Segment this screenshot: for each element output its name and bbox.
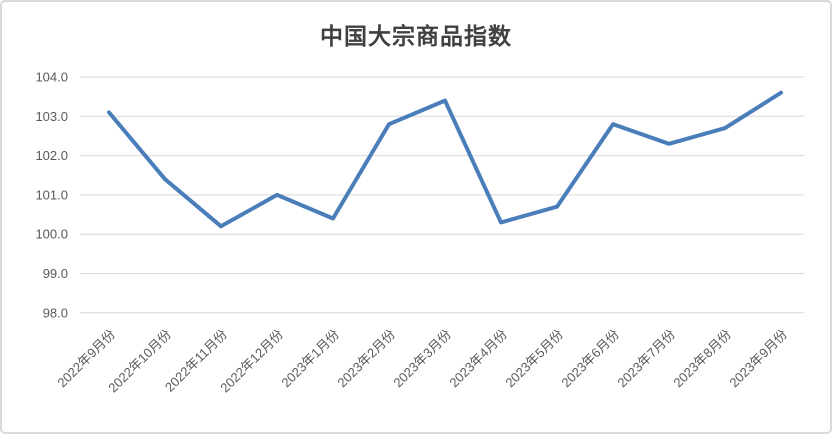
x-axis-tick-label: 2023年7月份 (614, 327, 678, 391)
x-axis-tick-label: 2023年3月份 (390, 327, 454, 391)
y-axis-tick-label: 100.0 (35, 227, 68, 242)
y-axis-tick-label: 104.0 (35, 70, 68, 85)
chart-title: 中国大宗商品指数 (320, 24, 512, 49)
y-axis-tick-label: 103.0 (35, 109, 68, 124)
x-axis-tick-label: 2023年1月份 (278, 327, 342, 391)
y-axis-tick-label: 99.0 (43, 266, 68, 281)
x-axis-tick-label: 2023年2月份 (334, 327, 398, 391)
y-axis-tick-label: 102.0 (35, 148, 68, 163)
data-series-line (107, 90, 783, 229)
x-axis-tick-label: 2023年9月份 (726, 327, 790, 391)
y-axis-tick-label: 98.0 (43, 305, 68, 320)
x-axis-tick-label: 2023年6月份 (558, 327, 622, 391)
x-axis-tick-label: 2023年5月份 (502, 327, 566, 391)
x-axis-tick-label: 2023年4月份 (446, 327, 510, 391)
y-axis-tick-label: 101.0 (35, 187, 68, 202)
x-axis-tick-label: 2023年8月份 (670, 327, 734, 391)
